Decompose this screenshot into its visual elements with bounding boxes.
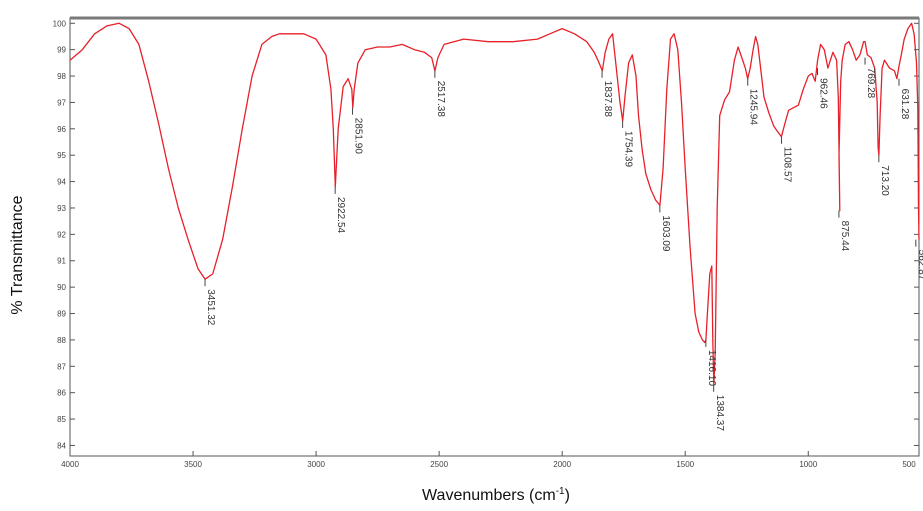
- y-tick-label: 86: [57, 389, 66, 398]
- peak-label: 875.44: [839, 221, 850, 252]
- x-tick-label: 2000: [553, 460, 571, 469]
- peak-label: 1416.10: [706, 350, 717, 387]
- y-tick-label: 99: [57, 46, 66, 55]
- peak-label: 1384.37: [714, 395, 725, 432]
- peak-label: 562.87: [916, 250, 923, 281]
- y-tick-label: 90: [57, 283, 66, 292]
- y-tick-label: 88: [57, 336, 66, 345]
- y-tick-label: 97: [57, 98, 66, 107]
- peak-label: 1754.39: [623, 131, 634, 168]
- peak-label: 1245.94: [748, 89, 759, 126]
- y-tick-label: 98: [57, 72, 66, 81]
- x-tick-label: 1000: [799, 460, 817, 469]
- peak-label: 769.28: [865, 68, 876, 99]
- y-tick-label: 93: [57, 204, 66, 213]
- x-axis-title-main: Wavenumbers (cm: [422, 487, 556, 504]
- x-axis-title: Wavenumbers (cm-1): [422, 486, 570, 504]
- y-tick-label: 89: [57, 310, 66, 319]
- y-tick-label: 94: [57, 178, 66, 187]
- y-axis-title: % Transmittance: [9, 195, 26, 314]
- y-tick-label: 100: [53, 19, 67, 28]
- peak-label: 2851.90: [352, 118, 363, 155]
- x-tick-label: 2500: [430, 460, 448, 469]
- peak-label: 3451.32: [205, 289, 216, 326]
- y-tick-label: 85: [57, 415, 66, 424]
- x-axis-ticks: 4000 3500 3000 2500 2000 1500 1000 500: [61, 451, 916, 469]
- peak-label: 962.46: [817, 78, 828, 109]
- peak-label: 2922.54: [335, 197, 346, 234]
- spectrum-series: [69, 22, 920, 386]
- x-axis-title-close: ): [565, 487, 570, 504]
- x-axis-title-superscript: -1: [556, 486, 565, 497]
- peak-annotations: 3451.32 2922.54 2851.90 2517.38 1837.88 1754.…: [204, 57, 923, 432]
- x-tick-label: 1500: [676, 460, 694, 469]
- y-tick-label: 87: [57, 362, 66, 371]
- x-tick-label: 500: [902, 460, 916, 469]
- x-tick-label: 4000: [61, 460, 79, 469]
- x-tick-label: 3000: [307, 460, 325, 469]
- peak-label: 2517.38: [435, 81, 446, 118]
- peak-label: 1837.88: [602, 81, 613, 118]
- y-tick-label: 96: [57, 125, 66, 134]
- peak-label: 713.20: [879, 165, 890, 196]
- y-tick-label: 84: [57, 441, 66, 450]
- spectrum-line: [69, 22, 920, 386]
- y-tick-label: 95: [57, 151, 66, 160]
- y-tick-label: 91: [57, 257, 66, 266]
- y-tick-label: 92: [57, 230, 66, 239]
- peak-label: 1603.09: [660, 215, 671, 252]
- peak-label: 631.28: [899, 89, 910, 120]
- peak-label: 1108.57: [781, 147, 792, 183]
- x-tick-label: 3500: [184, 460, 202, 469]
- y-axis-ticks: 84 85 86 87 88 89 90 91 92 93 94 95 96 97 98 99 100: [53, 19, 919, 450]
